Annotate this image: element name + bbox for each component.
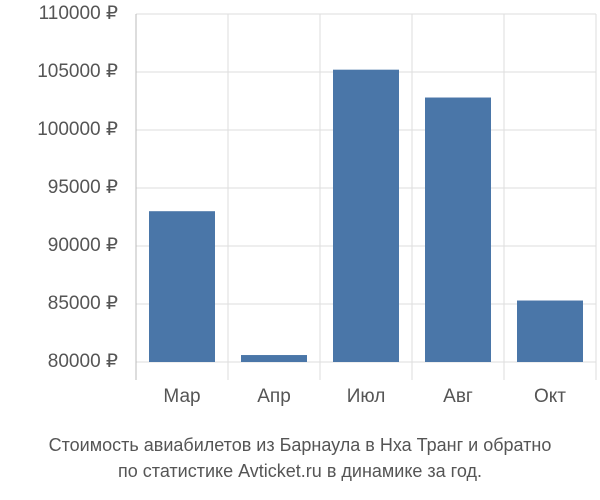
bar	[517, 300, 583, 362]
x-tick-label: Авг	[443, 386, 473, 407]
chart-title: Стоимость авиабилетов из Барнаула в Нха …	[49, 435, 552, 455]
y-tick-label: 95000 ₽	[48, 177, 118, 198]
y-tick-label: 90000 ₽	[48, 235, 118, 256]
bar	[149, 211, 215, 362]
x-tick-label: Апр	[257, 386, 291, 407]
bar	[241, 355, 307, 362]
x-tick-label: Мар	[163, 386, 200, 407]
bar	[333, 69, 399, 363]
x-tick-label: Июл	[347, 386, 386, 407]
y-tick-label: 100000 ₽	[37, 119, 118, 140]
y-tick-label: 110000 ₽	[39, 3, 118, 24]
y-tick-label: 105000 ₽	[37, 61, 118, 82]
bar	[425, 97, 491, 363]
chart-title: по статистике Avticket.ru в динамике за …	[118, 461, 482, 481]
y-tick-label: 85000 ₽	[48, 293, 118, 314]
y-tick-label: 80000 ₽	[48, 351, 118, 372]
x-tick-label: Окт	[534, 386, 566, 407]
